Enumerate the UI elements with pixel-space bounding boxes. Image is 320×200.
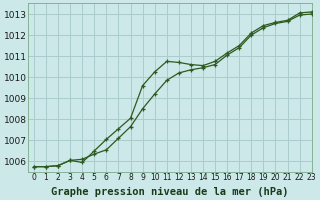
X-axis label: Graphe pression niveau de la mer (hPa): Graphe pression niveau de la mer (hPa) (51, 186, 289, 197)
